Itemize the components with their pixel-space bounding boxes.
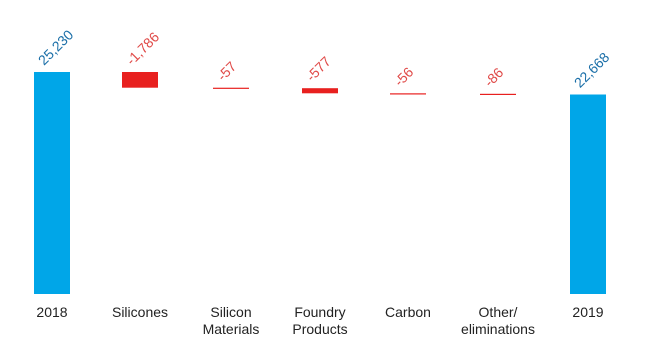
category-label-line: Products [292,321,347,337]
category-label-line: Silicon [210,304,251,320]
bar-foundry-products [302,88,338,94]
value-label: -56 [391,64,417,90]
category-label-line: Other/ [479,304,518,320]
category-label: Other/eliminations [461,304,535,337]
category-label: 2018 [36,304,67,320]
category-label: Silicon Materials [203,304,260,337]
bar-silicones [122,72,158,88]
category-labels-group: 2018 Silicones Silicon Materials Foundry Prod… [36,304,603,337]
value-label: -57 [214,58,240,84]
value-labels-group: 25,230 -1,786 -57 -577 -56 -86 22,668 [35,26,613,90]
category-label-line: 2019 [572,304,603,320]
category-label-line: Silicones [112,304,168,320]
bar-silicon-materials [213,87,249,89]
value-label: 25,230 [35,26,77,68]
category-label-line: Foundry [294,304,345,320]
value-label: -1,786 [123,29,163,69]
bars-group [34,72,606,294]
category-label: Foundry Products [292,304,347,337]
category-label: 2019 [572,304,603,320]
category-label-line: 2018 [36,304,67,320]
category-label-line: Carbon [385,304,431,320]
category-label: Carbon [385,304,431,320]
category-label-line: eliminations [461,321,535,337]
bar-other-eliminations [480,93,516,95]
value-label: -577 [303,53,334,84]
bar-2018 [34,72,70,294]
category-label: Silicones [112,304,168,320]
value-label: 22,668 [571,49,613,91]
category-label-line: Materials [203,321,260,337]
bar-2019 [570,94,606,294]
value-label: -86 [481,64,507,90]
bar-carbon [390,93,426,95]
